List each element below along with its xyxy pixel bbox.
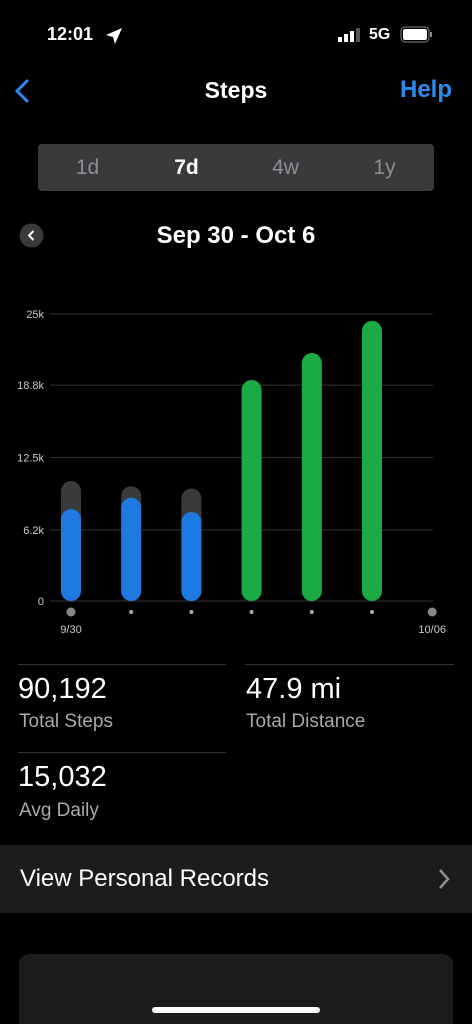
records-row[interactable]: View Personal Records xyxy=(0,845,472,913)
x-dot xyxy=(66,607,76,617)
steps-chart: 0 6.2k 12.5k 18.8k 25k 9/30 10/06 xyxy=(17,309,446,636)
y-tick-label: 25k xyxy=(26,309,44,321)
battery-icon xyxy=(400,26,432,43)
stat-label: Total Steps xyxy=(19,711,113,732)
home-indicator xyxy=(152,1007,320,1013)
x-dot xyxy=(427,607,437,617)
x-tick-label: 9/30 xyxy=(60,624,81,636)
y-tick-label: 18.8k xyxy=(17,380,44,392)
y-tick-label: 6.2k xyxy=(23,525,44,537)
x-dot xyxy=(309,610,314,614)
x-tick-label: 10/06 xyxy=(418,624,446,636)
location-icon xyxy=(106,28,122,44)
chevron xyxy=(439,869,450,889)
segment[interactable]: 7d xyxy=(174,156,199,179)
bar xyxy=(241,380,262,601)
status-time: 12:01 xyxy=(47,24,94,44)
network-label: 5G xyxy=(369,26,391,43)
back-button[interactable] xyxy=(12,78,34,104)
stat-label: Avg Daily xyxy=(19,800,99,821)
x-dot xyxy=(249,610,254,614)
segmented-control xyxy=(38,144,434,191)
bar xyxy=(181,512,202,601)
segment[interactable]: 1y xyxy=(373,156,396,179)
help-button[interactable]: Help xyxy=(399,76,452,103)
divider xyxy=(18,664,226,665)
y-tick-label: 0 xyxy=(38,596,44,608)
y-tick-label: 12.5k xyxy=(17,453,44,465)
card xyxy=(19,954,453,1024)
bar xyxy=(362,320,382,601)
date-range: Sep 30 - Oct 6 xyxy=(156,222,316,249)
bar xyxy=(61,509,81,601)
divider xyxy=(245,664,454,665)
signal-icon xyxy=(338,28,360,42)
bar xyxy=(301,353,322,601)
x-dot xyxy=(189,610,194,614)
x-dot xyxy=(129,610,134,614)
bar xyxy=(121,497,142,601)
x-dot xyxy=(370,610,374,614)
stat-value: 47.9 mi xyxy=(246,673,342,705)
records-link[interactable]: View Personal Records xyxy=(20,865,270,892)
stat-label: Total Distance xyxy=(246,711,366,732)
stat-value: 90,192 xyxy=(18,673,107,705)
divider xyxy=(18,752,226,753)
stat-value: 15,032 xyxy=(18,761,107,793)
segment[interactable]: 4w xyxy=(272,156,299,179)
prev-range-button[interactable] xyxy=(19,223,44,248)
nav-title: Steps xyxy=(204,77,268,103)
segment[interactable]: 1d xyxy=(75,156,100,179)
